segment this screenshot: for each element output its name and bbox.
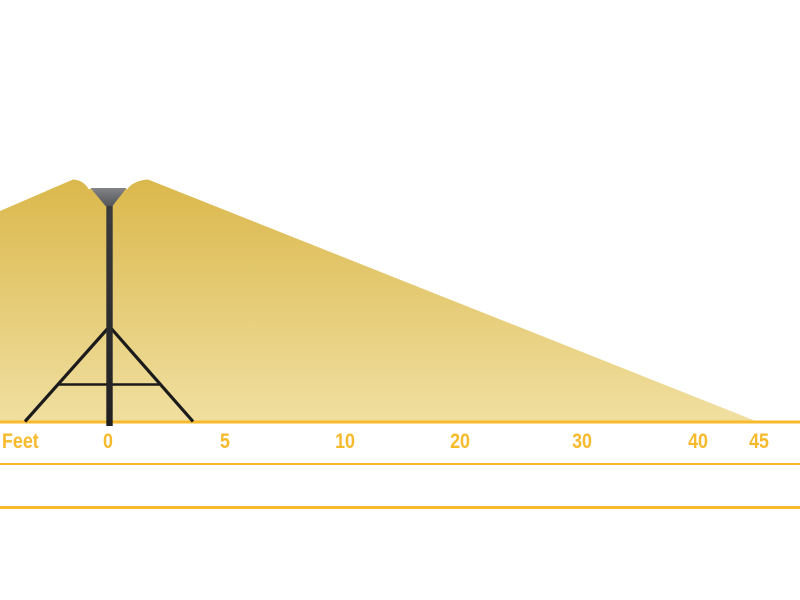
scale-tick-10: 10 [335, 430, 355, 453]
light-pole [106, 200, 113, 426]
scale-tick-40: 40 [688, 430, 708, 453]
scale-tick-0: 0 [103, 430, 113, 453]
scale-unit-label: Feet [2, 430, 39, 453]
light-beam-shape [0, 179, 757, 422]
light-fixture-head [90, 188, 127, 206]
ground-line [0, 420, 800, 424]
scale-tick-45: 45 [749, 430, 769, 453]
scale-tick-30: 30 [572, 430, 592, 453]
tripod-left-leg [23, 325, 111, 423]
divider-line-thin [0, 463, 800, 465]
tripod-right-leg [108, 325, 195, 423]
divider-line-thick [0, 506, 800, 509]
scale-tick-20: 20 [450, 430, 470, 453]
scale-tick-5: 5 [220, 430, 230, 453]
